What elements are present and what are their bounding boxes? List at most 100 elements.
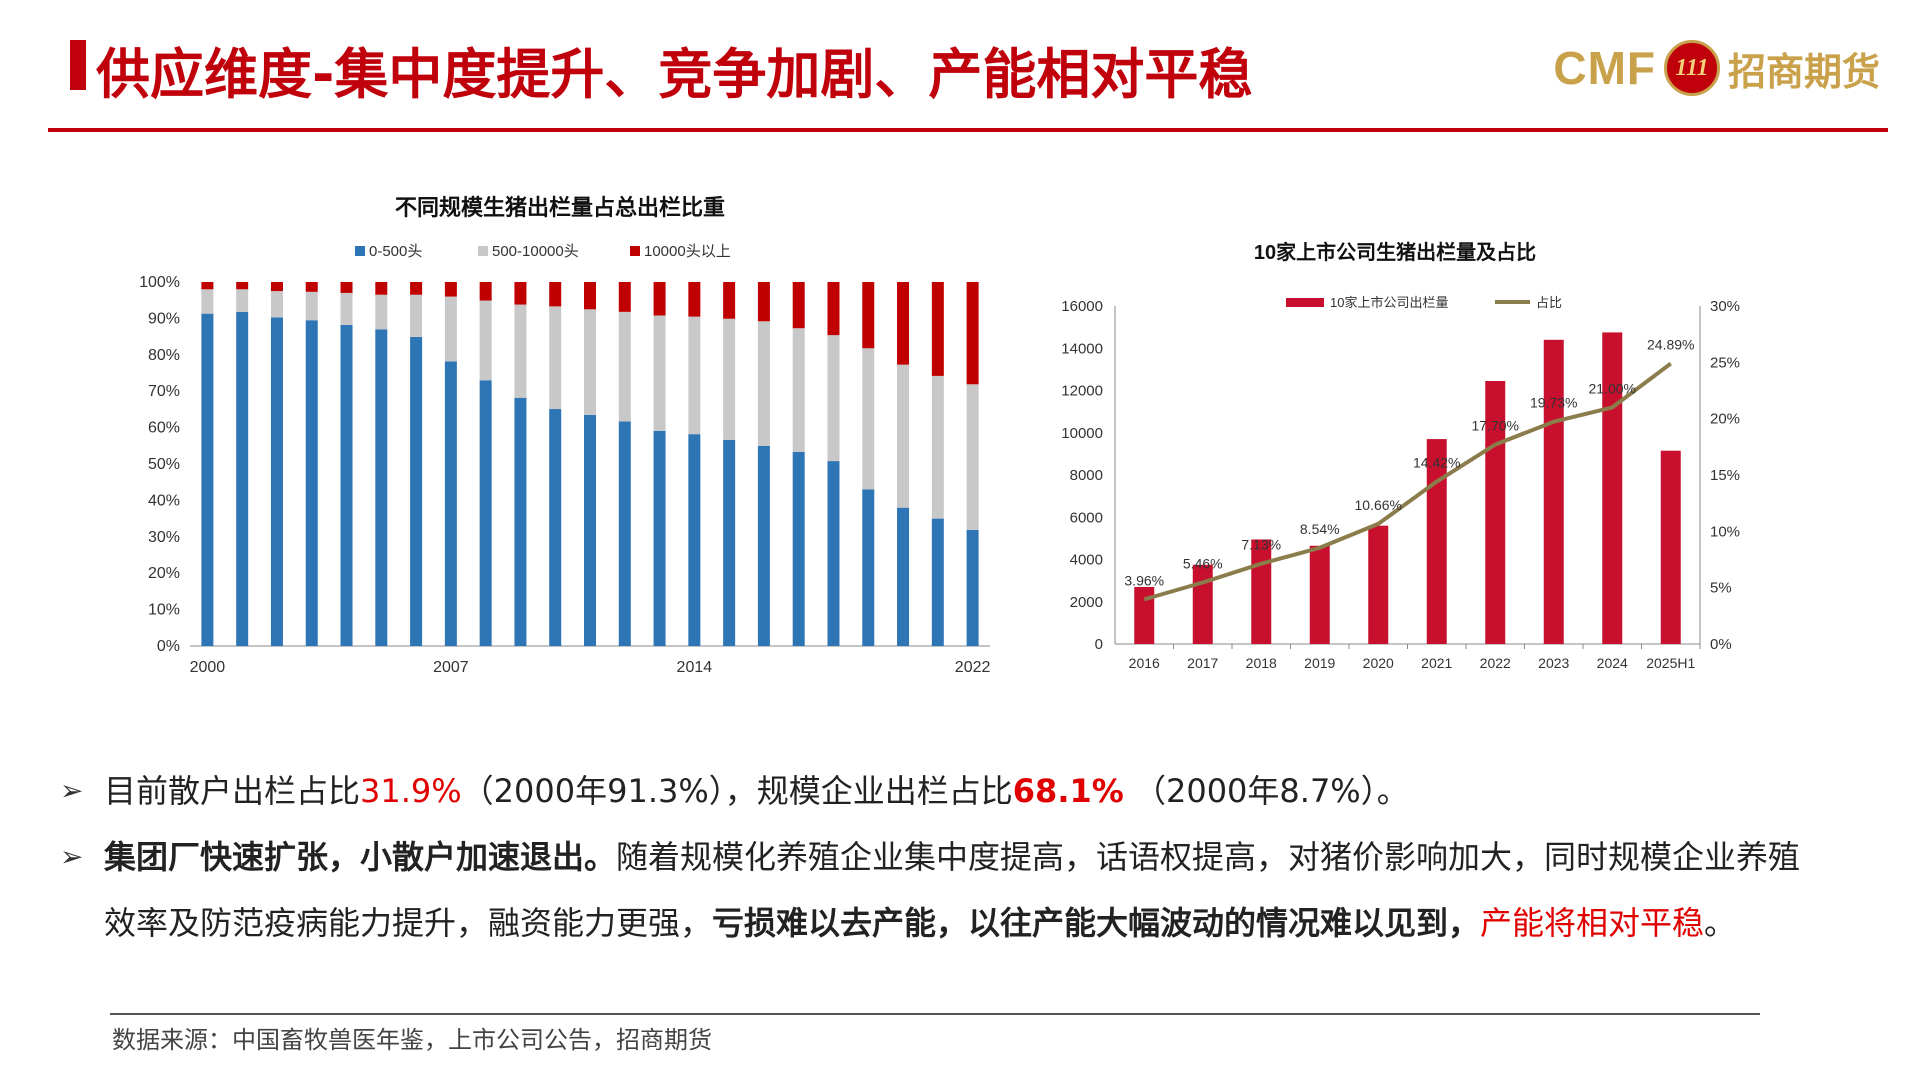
chart1-bar bbox=[236, 289, 249, 312]
chart1-bar bbox=[688, 434, 701, 646]
chart1-bar bbox=[201, 313, 214, 646]
chart1-bar bbox=[270, 291, 283, 318]
chart2-legend-label: 占比 bbox=[1536, 295, 1562, 310]
chart1-legend-label: 500-10000头 bbox=[492, 243, 579, 260]
chart2-data-label: 14.42% bbox=[1413, 455, 1460, 471]
chart1-bar bbox=[966, 384, 979, 530]
data-source: 数据来源：中国畜牧兽医年鉴，上市公司公告，招商期货 bbox=[112, 1026, 712, 1054]
chart1-bar bbox=[897, 507, 910, 646]
bullet2-highlight: 产能将相对平稳 bbox=[1480, 904, 1705, 942]
chart1-bar bbox=[410, 282, 423, 295]
chart2-y-right-tick: 10% bbox=[1710, 523, 1740, 540]
chart1-bar bbox=[862, 282, 875, 349]
chart1-bar bbox=[201, 289, 214, 314]
chart1-bar bbox=[305, 282, 318, 292]
chart2-data-label: 17.70% bbox=[1472, 418, 1519, 434]
chart1-bar bbox=[757, 321, 770, 446]
chart1-bar bbox=[584, 309, 596, 415]
chart2-data-label: 7.13% bbox=[1241, 537, 1281, 553]
chart1-bar bbox=[549, 306, 562, 410]
chart1-title: 不同规模生猪出栏量占总出栏比重 bbox=[395, 195, 725, 220]
chart1-bar bbox=[827, 282, 840, 336]
chart1-y-tick: 80% bbox=[148, 347, 180, 364]
chart1-bar bbox=[305, 320, 318, 646]
chart1-bar bbox=[757, 282, 770, 322]
chart1-bar bbox=[688, 282, 701, 317]
chart1-y-tick: 90% bbox=[148, 310, 180, 327]
chart2-y-left-tick: 16000 bbox=[1061, 298, 1103, 315]
chart1-bar bbox=[862, 489, 875, 646]
arrow-bullet-icon: ➢ bbox=[60, 840, 84, 873]
chart2-x-tick: 2025H1 bbox=[1646, 655, 1695, 671]
chart2-y-right-tick: 5% bbox=[1710, 580, 1732, 597]
chart2-x-tick: 2019 bbox=[1304, 655, 1335, 671]
chart2-legend-label: 10家上市公司出栏量 bbox=[1330, 295, 1448, 310]
chart1-bar bbox=[966, 282, 979, 385]
chart1-bar bbox=[514, 304, 527, 398]
chart2-x-tick: 2016 bbox=[1129, 655, 1160, 671]
bullet2-end: 。 bbox=[1704, 904, 1737, 942]
chart2-y-right-tick: 20% bbox=[1710, 411, 1740, 428]
chart2-y-left-tick: 10000 bbox=[1061, 425, 1103, 442]
chart1-bar bbox=[966, 529, 979, 646]
chart2-data-label: 3.96% bbox=[1124, 572, 1164, 588]
bullet-text-2: 集团厂快速扩张，小散户加速退出。随着规模化养殖企业集中度提高，话语权提高，对猪价… bbox=[104, 824, 1820, 956]
chart1-bar bbox=[897, 282, 910, 365]
chart-scale-share-svg: 不同规模生猪出栏量占总出栏比重 0-500头 500-10000头 10000头以上 0… bbox=[139, 195, 991, 676]
bullet1-part2: （2000年91.3%），规模企业出栏占比 bbox=[461, 772, 1013, 810]
chart2-title: 10家上市公司生猪出栏量及占比 bbox=[1254, 240, 1536, 264]
bullet1-part1: 目前散户出栏占比 bbox=[104, 772, 361, 810]
chart2-y-left-tick: 14000 bbox=[1061, 340, 1103, 357]
chart2-legend-swatch bbox=[1286, 298, 1324, 307]
chart2-x-tick: 2017 bbox=[1187, 655, 1218, 671]
chart2-bar bbox=[1543, 339, 1564, 644]
chart1-bar bbox=[792, 328, 805, 452]
bullet1-part3: （2000年8.7%）。 bbox=[1123, 772, 1409, 810]
chart2-share-line bbox=[1143, 361, 1672, 602]
chart1-bar bbox=[549, 409, 562, 646]
chart1-bar bbox=[201, 282, 214, 290]
chart1-legend-swatch bbox=[355, 246, 365, 256]
chart1-bar bbox=[270, 282, 283, 292]
chart1-bar bbox=[897, 364, 910, 508]
chart2-data-label: 8.54% bbox=[1300, 521, 1340, 537]
chart-listed-companies: 10家上市公司生猪出栏量及占比 10家上市公司出栏量 占比 0 2000 4000 6000… bbox=[1040, 225, 1750, 690]
chart2-y-right-tick: 0% bbox=[1710, 636, 1732, 653]
chart1-legend-swatch bbox=[630, 246, 640, 256]
chart1-bar bbox=[270, 317, 283, 646]
chart1-bar bbox=[514, 397, 527, 646]
chart2-bar bbox=[1309, 545, 1330, 644]
bullet-item-2: ➢ 集团厂快速扩张，小散户加速退出。随着规模化养殖企业集中度提高，话语权提高，对… bbox=[60, 824, 1820, 956]
chart1-y-tick: 40% bbox=[148, 492, 180, 509]
chart2-y-right-tick: 15% bbox=[1710, 467, 1740, 484]
chart1-bar bbox=[931, 282, 944, 376]
chart2-data-label: 10.66% bbox=[1355, 497, 1402, 513]
chart1-bar bbox=[862, 348, 875, 490]
bullet-text-1: 目前散户出栏占比31.9%（2000年91.3%），规模企业出栏占比68.1% … bbox=[104, 758, 1820, 824]
chart1-bar bbox=[723, 439, 736, 646]
chart2-data-label: 24.89% bbox=[1647, 337, 1694, 353]
chart1-bar bbox=[723, 318, 736, 440]
chart1-bar bbox=[549, 282, 562, 307]
chart1-bar bbox=[618, 311, 631, 422]
chart2-x-tick: 2021 bbox=[1421, 655, 1452, 671]
chart1-bar bbox=[792, 282, 805, 329]
chart1-bar bbox=[653, 430, 666, 646]
chart1-y-tick: 0% bbox=[157, 638, 180, 655]
chart2-data-label: 19.73% bbox=[1530, 395, 1577, 411]
chart1-y-tick: 50% bbox=[148, 456, 180, 473]
chart1-y-tick: 60% bbox=[148, 420, 180, 437]
chart1-bar bbox=[340, 282, 353, 293]
chart2-bar bbox=[1134, 586, 1155, 644]
chart2-bar bbox=[1660, 450, 1681, 644]
chart1-x-tick: 2022 bbox=[955, 659, 991, 676]
chart2-x-tick: 2020 bbox=[1363, 655, 1394, 671]
chart-scale-share: 不同规模生猪出栏量占总出栏比重 0-500头 500-10000头 10000头以上 0… bbox=[110, 180, 1010, 690]
chart1-y-tick: 100% bbox=[139, 274, 180, 291]
chart1-bar bbox=[584, 414, 596, 646]
chart2-x-tick: 2023 bbox=[1538, 655, 1569, 671]
chart1-bar bbox=[410, 294, 423, 337]
brand-logo: CMF 111 招商期货 bbox=[1553, 38, 1880, 98]
chart1-bar bbox=[444, 282, 457, 297]
chart1-x-tick: 2014 bbox=[677, 659, 713, 676]
